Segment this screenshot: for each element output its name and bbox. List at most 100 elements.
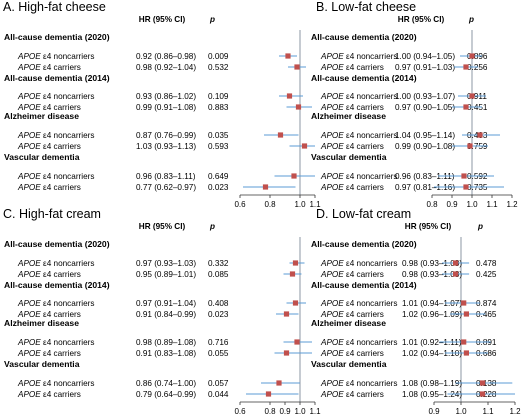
- row-label: APOE ε4 noncarriers: [17, 338, 94, 347]
- section-heading: Alzheimer disease: [4, 318, 79, 328]
- row-label-group: ε4 noncarriers: [41, 338, 95, 347]
- row-label: APOE ε4 noncarriers: [17, 131, 94, 140]
- x-tick-label: 0.9: [279, 407, 291, 416]
- point-estimate: [480, 380, 486, 386]
- point-estimate: [480, 391, 486, 397]
- row-label-group: ε4 noncarriers: [344, 379, 398, 388]
- point-estimate: [477, 132, 483, 138]
- hr-value: 0.91 (0.84–0.99): [136, 310, 196, 319]
- row-label: APOE ε4 carriers: [17, 183, 81, 192]
- row-label-gene: APOE: [17, 92, 41, 101]
- section-heading: All-cause dementia (2014): [311, 73, 417, 83]
- row-label-group: ε4 carriers: [344, 183, 384, 192]
- row-label-group: ε4 noncarriers: [344, 131, 398, 140]
- x-tick-label: 1.1: [309, 200, 321, 209]
- row-label-gene: APOE: [17, 131, 41, 140]
- row-label: APOE ε4 noncarriers: [17, 52, 94, 61]
- p-column-header: p: [209, 222, 215, 231]
- hr-value: 1.08 (0.98–1.19): [402, 379, 462, 388]
- row-label: APOE ε4 noncarriers: [320, 172, 397, 181]
- hr-value: 1.02 (0.94–1.10): [402, 349, 462, 358]
- row-label-gene: APOE: [320, 142, 344, 151]
- row-label-gene: APOE: [320, 259, 344, 268]
- x-tick-label: 1.0: [294, 200, 306, 209]
- section-heading: Alzheimer disease: [311, 111, 386, 121]
- section-heading: Vascular dementia: [311, 359, 387, 369]
- row-label-gene: APOE: [320, 172, 344, 181]
- hr-value: 0.99 (0.90–1.08): [395, 142, 455, 151]
- hr-value: 1.02 (0.96–1.09): [402, 310, 462, 319]
- x-tick-label: 1.1: [482, 407, 494, 416]
- row-label-group: ε4 carriers: [344, 63, 384, 72]
- point-estimate: [291, 173, 297, 179]
- row-label-group: ε4 noncarriers: [344, 52, 398, 61]
- panel-title: C. High-fat cream: [3, 207, 101, 221]
- x-tick-label: 0.8: [426, 200, 438, 209]
- row-label: APOE ε4 noncarriers: [17, 299, 94, 308]
- p-value: 0.532: [208, 63, 229, 72]
- point-estimate: [461, 339, 467, 345]
- row-label-group: ε4 carriers: [41, 63, 81, 72]
- row-label-group: ε4 carriers: [41, 310, 81, 319]
- hr-column-header: HR (95% CI): [139, 222, 186, 231]
- row-label-group: ε4 noncarriers: [344, 338, 398, 347]
- forest-panel: C. High-fat cream HR (95% CI) p All-cause d…: [3, 207, 321, 416]
- row-label: APOE ε4 noncarriers: [320, 299, 397, 308]
- hr-value: 0.99 (0.91–1.08): [136, 103, 196, 112]
- point-estimate: [262, 184, 269, 190]
- point-estimate: [463, 64, 469, 70]
- panel-title: A. High-fat cheese: [3, 0, 106, 14]
- section-heading: All-cause dementia (2020): [311, 239, 417, 249]
- hr-column-header: HR (95% CI): [398, 15, 445, 24]
- hr-value: 1.04 (0.95–1.14): [395, 131, 455, 140]
- x-tick-label: 1.0: [466, 200, 478, 209]
- point-estimate: [453, 271, 459, 277]
- row-label: APOE ε4 carriers: [320, 103, 384, 112]
- p-column-header: p: [468, 15, 474, 24]
- hr-value: 1.00 (0.93–1.07): [395, 92, 455, 101]
- row-label: APOE ε4 noncarriers: [320, 379, 397, 388]
- x-tick-label: 1.2: [509, 407, 521, 416]
- row-label-group: ε4 carriers: [344, 349, 384, 358]
- row-label-group: ε4 carriers: [344, 270, 384, 279]
- row-label-gene: APOE: [17, 52, 41, 61]
- row-label-gene: APOE: [17, 103, 41, 112]
- point-estimate: [292, 260, 299, 266]
- p-value: 0.085: [208, 270, 229, 279]
- row-label: APOE ε4 noncarriers: [320, 92, 397, 101]
- row-label: APOE ε4 carriers: [320, 63, 384, 72]
- hr-value: 1.01 (0.94–1.07): [402, 299, 462, 308]
- point-estimate: [463, 184, 469, 190]
- p-value: 0.716: [208, 338, 229, 347]
- hr-value: 1.03 (0.93–1.13): [136, 142, 196, 151]
- section-heading: Alzheimer disease: [4, 111, 79, 121]
- point-estimate: [461, 300, 467, 306]
- hr-value: 1.01 (0.92–1.11): [402, 338, 462, 347]
- row-label: APOE ε4 carriers: [320, 142, 384, 151]
- row-label-group: ε4 noncarriers: [344, 92, 398, 101]
- row-label-group: ε4 carriers: [344, 390, 384, 399]
- hr-value: 0.93 (0.86–1.02): [136, 92, 196, 101]
- row-label: APOE ε4 noncarriers: [320, 131, 397, 140]
- row-label: APOE ε4 carriers: [320, 349, 384, 358]
- hr-column-header: HR (95% CI): [405, 222, 452, 231]
- hr-column-header: HR (95% CI): [139, 15, 186, 24]
- row-label-group: ε4 noncarriers: [41, 259, 95, 268]
- row-label-gene: APOE: [320, 131, 344, 140]
- row-label-group: ε4 noncarriers: [41, 379, 95, 388]
- row-label-gene: APOE: [17, 270, 41, 279]
- row-label: APOE ε4 noncarriers: [320, 52, 397, 61]
- hr-value: 0.91 (0.83–1.08): [136, 349, 196, 358]
- p-column-header: p: [209, 15, 215, 24]
- row-label-group: ε4 carriers: [41, 390, 81, 399]
- point-estimate: [292, 300, 299, 306]
- row-label-group: ε4 noncarriers: [41, 172, 95, 181]
- point-estimate: [294, 339, 300, 345]
- hr-value: 0.95 (0.89–1.01): [136, 270, 196, 279]
- row-label-gene: APOE: [17, 299, 41, 308]
- hr-value: 0.77 (0.62–0.97): [136, 183, 196, 192]
- x-tick-label: 1.1: [486, 200, 498, 209]
- hr-value: 1.08 (0.95–1.24): [402, 390, 462, 399]
- hr-value: 0.87 (0.76–0.99): [136, 131, 196, 140]
